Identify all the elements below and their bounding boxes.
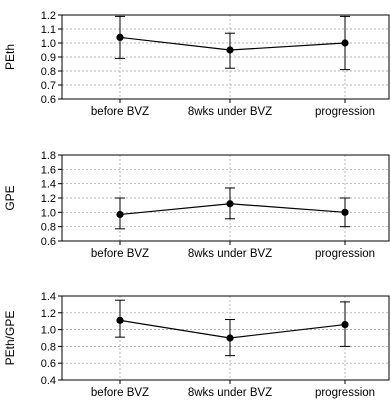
y-axis-title: GPE: [3, 185, 17, 210]
y-tick-label: 1.8: [41, 150, 56, 162]
y-tick-label: 0.4: [41, 375, 56, 387]
x-tick-label: progression: [315, 248, 375, 260]
data-point: [226, 46, 234, 54]
x-tick-label: before BVZ: [91, 248, 149, 260]
x-tick-label: progression: [315, 106, 375, 118]
chart-panel-2: 0.6 0.8 1.0 1.2 1.4 1.6 1.8 before BVZ 8wks unde…: [3, 150, 390, 260]
y-tick-label: 0.9: [41, 52, 56, 64]
chart-panel-3: 0.4 0.6 0.8 1.0 1.2 1.4 before BVZ 8wks under B…: [3, 291, 390, 399]
y-tick-label: 0.8: [41, 341, 56, 353]
y-tick-label: 1.6: [41, 164, 56, 176]
y-tick-label: 1.2: [41, 10, 56, 22]
x-tick-label: 8wks under BVZ: [188, 248, 272, 260]
data-point: [116, 210, 124, 219]
y-tick-label: 1.4: [41, 291, 56, 303]
y-tick-label: 0.6: [41, 358, 56, 370]
y-tick-label: 1.0: [41, 325, 56, 337]
y-tick-label: 0.6: [41, 236, 56, 248]
y-tick-label: 1.4: [41, 179, 56, 191]
y-tick-label: 0.8: [41, 222, 56, 234]
data-point: [226, 334, 234, 342]
y-axis-title: PEth: [3, 44, 17, 70]
y-tick-label: 0.8: [41, 66, 56, 78]
y-tick-label: 0.6: [41, 94, 56, 106]
series-line: [119, 319, 346, 339]
data-point: [116, 33, 124, 42]
data-point: [341, 208, 349, 216]
data-point: [341, 39, 349, 47]
y-tick-label: 1.0: [41, 38, 56, 50]
plot-frame: [61, 295, 390, 381]
x-tick-label: progression: [315, 387, 375, 399]
x-tick-label: 8wks under BVZ: [188, 106, 272, 118]
y-axis-title: PEth/GPE: [3, 311, 17, 366]
y-tick-label: 0.7: [41, 80, 56, 92]
x-tick-label: before BVZ: [91, 106, 149, 118]
y-tick-label: 1.1: [41, 24, 56, 36]
x-tick-label: 8wks under BVZ: [188, 387, 272, 399]
y-tick-label: 1.2: [41, 308, 56, 320]
chart-panel-1: 0.6 0.7 0.8 0.9 1.0 1.1 1.2 before BVZ 8wks unde…: [3, 10, 390, 118]
data-point: [116, 316, 124, 324]
data-point: [341, 320, 349, 329]
x-tick-label: before BVZ: [91, 387, 149, 399]
y-tick-label: 1.2: [41, 193, 56, 205]
data-point: [226, 200, 234, 208]
y-tick-label: 1.0: [41, 207, 56, 219]
